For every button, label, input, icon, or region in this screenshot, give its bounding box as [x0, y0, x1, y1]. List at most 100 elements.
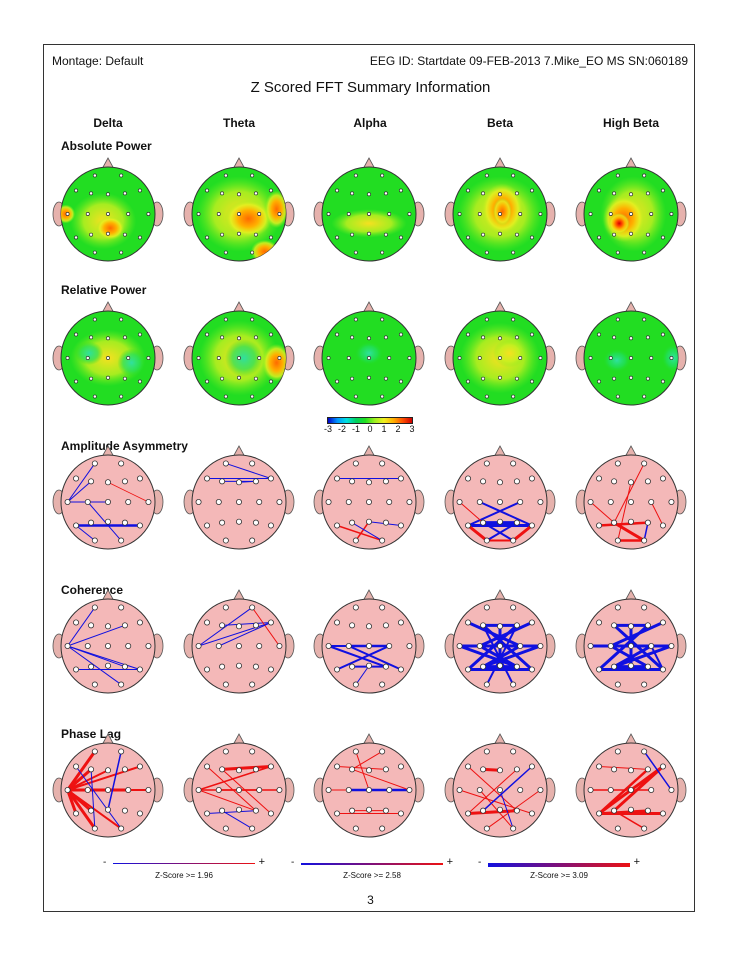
legend-plus: +	[446, 856, 453, 868]
connectivity-line	[617, 481, 632, 542]
column-heading-delta: Delta	[93, 116, 123, 130]
connectivity-line	[67, 606, 96, 647]
topomap-region	[117, 348, 146, 377]
topomap-head	[575, 157, 687, 262]
connectivity-lines	[458, 621, 542, 686]
topomap-head	[313, 157, 425, 262]
electrode-dot	[136, 666, 143, 673]
electrode-dot	[530, 332, 534, 337]
connectivity-lines	[198, 606, 280, 647]
electrode-dot	[514, 232, 519, 237]
electrode-dot	[483, 537, 490, 544]
electrode-dot	[269, 332, 273, 337]
electrode-dot	[205, 379, 209, 384]
z-score-color-scale	[327, 417, 413, 424]
topomap-region	[224, 199, 272, 238]
electrode-dot	[514, 376, 519, 381]
electrode-dot	[645, 335, 650, 340]
legend-minus: -	[103, 857, 107, 868]
electrode-dot	[496, 479, 503, 486]
electrode-dot	[456, 787, 463, 794]
electrode-dot	[85, 212, 90, 216]
scale-tick: -1	[351, 424, 360, 434]
electrode-dot	[223, 317, 228, 322]
electrode-dot	[367, 231, 371, 236]
connectivity-line	[459, 789, 533, 814]
electrode-dot	[380, 394, 385, 399]
electrode-dot	[382, 807, 389, 814]
electrode-dot	[644, 807, 651, 814]
electrode-dot	[511, 173, 516, 178]
electrode-dot	[611, 622, 618, 629]
electrode-dot	[379, 537, 386, 544]
connectivity-head	[313, 445, 425, 550]
electrode-dot	[216, 212, 221, 216]
topomap-region	[331, 209, 407, 238]
electrode-dot	[596, 763, 603, 770]
electrode-dot	[253, 335, 258, 340]
electrode-dot	[510, 537, 517, 544]
connectivity-lines	[590, 462, 664, 543]
electrode-dot	[596, 619, 603, 626]
electrode-dot	[136, 522, 143, 529]
electrode-dot	[219, 663, 226, 670]
electrode-dot	[73, 763, 80, 770]
electrode-dot	[511, 317, 516, 322]
page-number: 3	[367, 893, 374, 907]
electrode-dot	[615, 394, 620, 399]
electrode-dot	[397, 666, 404, 673]
electrode-dot	[483, 748, 490, 755]
connectivity-lines	[589, 750, 673, 830]
electrode-dot	[661, 332, 665, 337]
electrode-dot	[518, 356, 523, 360]
connectivity-line	[482, 765, 533, 812]
legend-minus: -	[478, 857, 482, 868]
electrode-dot	[220, 191, 225, 196]
scale-tick: 0	[367, 424, 373, 434]
electrode-dot	[365, 479, 372, 486]
electrode-dot	[74, 235, 78, 240]
topomap-head	[313, 301, 425, 406]
electrode-dot	[496, 806, 503, 813]
electrode-dot	[204, 522, 211, 529]
connectivity-line	[466, 621, 522, 648]
electrode-dot	[125, 498, 132, 505]
eeg-id-label: EEG ID: Startdate 09-FEB-2013 7.Mike_EO …	[369, 54, 688, 68]
electrode-dot	[644, 663, 651, 670]
electrode-dot	[628, 498, 635, 505]
electrode-dot	[511, 250, 516, 255]
electrode-dot	[136, 475, 143, 482]
electrode-dot	[659, 522, 666, 529]
electrode-dot	[465, 810, 472, 817]
electrode-dot	[204, 475, 211, 482]
electrode-dot	[349, 622, 356, 629]
electrode-dot	[607, 643, 614, 650]
electrode-dot	[483, 825, 490, 832]
electrode-dot	[253, 232, 258, 237]
electrode-dot	[496, 623, 503, 630]
legend-caption: Z-Score >= 3.09	[530, 871, 588, 880]
electrode-dot	[644, 478, 651, 485]
electrode-dot	[335, 379, 339, 384]
electrode-dot	[215, 498, 222, 505]
electrode-dot	[235, 479, 242, 486]
electrode-dot	[379, 825, 386, 832]
connectivity-line	[67, 462, 96, 503]
topomap-head	[575, 301, 687, 406]
electrode-dot	[277, 212, 282, 216]
electrode-dot	[122, 376, 127, 381]
connectivity-line	[650, 501, 664, 526]
electrode-dot	[659, 619, 666, 626]
electrode-dot	[237, 336, 241, 341]
connectivity-line	[612, 521, 646, 543]
electrode-dot	[387, 212, 392, 216]
electrode-dot	[641, 537, 648, 544]
electrode-dot	[145, 787, 152, 794]
electrode-dot	[629, 356, 633, 360]
electrode-dot	[91, 604, 98, 611]
electrode-dot	[222, 748, 229, 755]
electrode-dot	[195, 643, 202, 650]
electrode-dot	[325, 787, 332, 794]
connectivity-line	[66, 769, 109, 791]
connectivity-line	[66, 788, 78, 815]
